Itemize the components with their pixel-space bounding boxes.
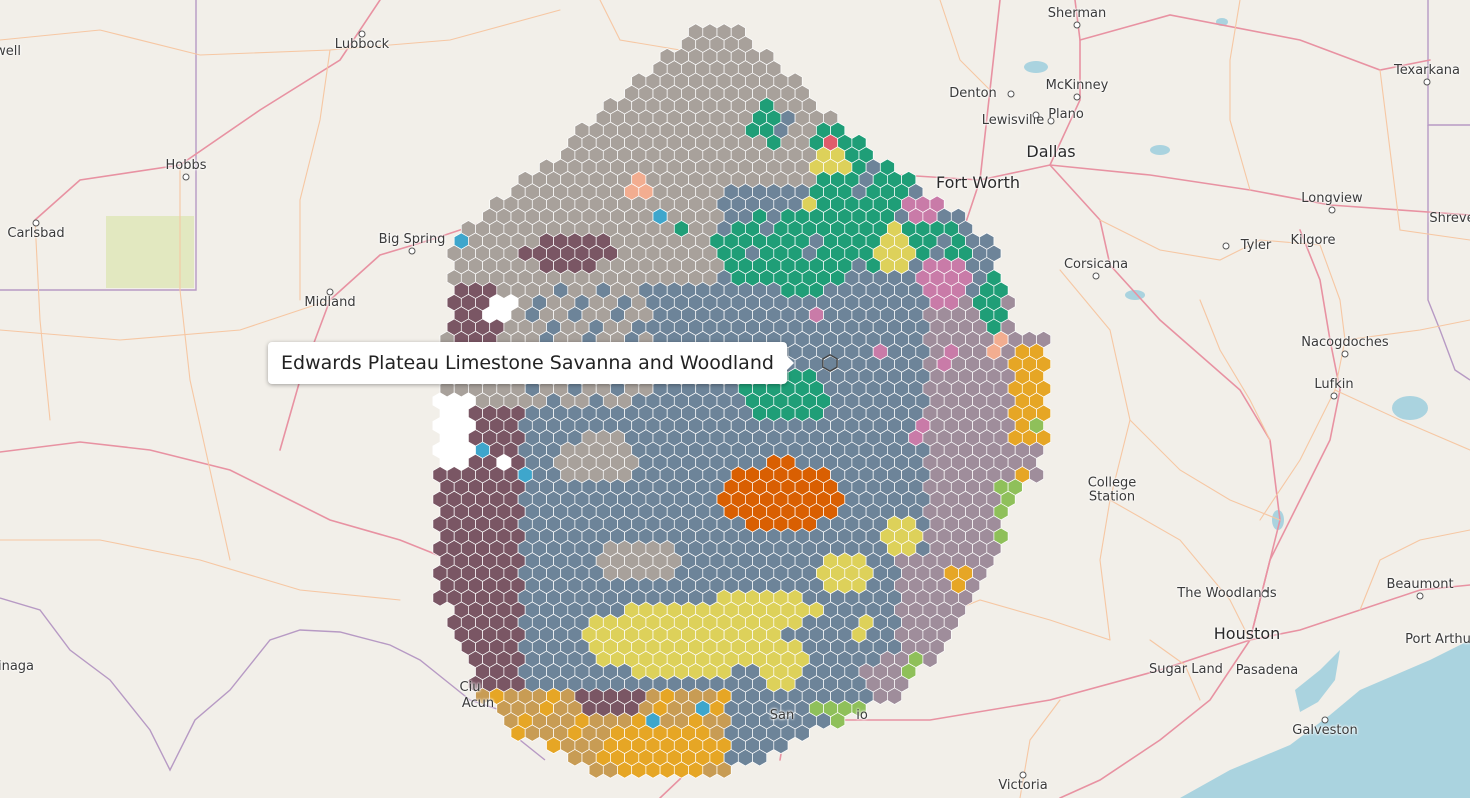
city-marker [182, 173, 190, 181]
city-marker [1007, 90, 1015, 98]
hex-cell[interactable] [794, 724, 810, 742]
hex-cell[interactable] [887, 687, 902, 705]
hovered-hex-outline [822, 353, 838, 373]
city-marker [1261, 590, 1269, 598]
city-marker [358, 30, 366, 38]
city-marker [1073, 21, 1081, 29]
tooltip-text: Edwards Plateau Limestone Savanna and Wo… [281, 352, 774, 374]
hex-cell[interactable] [716, 761, 732, 779]
city-marker [326, 288, 334, 296]
lake [1024, 61, 1048, 73]
city-marker [1073, 93, 1081, 101]
city-marker [1047, 117, 1055, 125]
lake [1272, 510, 1284, 530]
lake [1392, 396, 1428, 420]
city-marker [1330, 392, 1338, 400]
hex-cell[interactable] [773, 736, 789, 755]
city-marker [1019, 771, 1027, 779]
region-tooltip: Edwards Plateau Limestone Savanna and Wo… [268, 342, 794, 384]
city-marker [1092, 272, 1100, 280]
state-borders [0, 0, 1470, 772]
park-area [106, 216, 194, 288]
city-marker [1341, 350, 1349, 358]
hex-grid-layer[interactable] [432, 23, 1052, 779]
city-marker [1321, 716, 1329, 724]
city-marker [1416, 592, 1424, 600]
hex-cell[interactable] [752, 749, 768, 767]
hex-cell[interactable] [1029, 466, 1044, 484]
city-marker [1222, 242, 1230, 250]
hex-cell[interactable] [922, 650, 938, 668]
city-marker [32, 219, 40, 227]
tooltip-pointer [786, 356, 794, 370]
lake [1150, 145, 1170, 155]
hex-cell[interactable] [851, 699, 867, 718]
hex-cell[interactable] [830, 712, 846, 730]
city-marker [1328, 206, 1336, 214]
city-marker [1423, 78, 1431, 86]
city-marker [1032, 111, 1040, 119]
city-marker [408, 247, 416, 255]
galveston-bay [1295, 650, 1340, 712]
